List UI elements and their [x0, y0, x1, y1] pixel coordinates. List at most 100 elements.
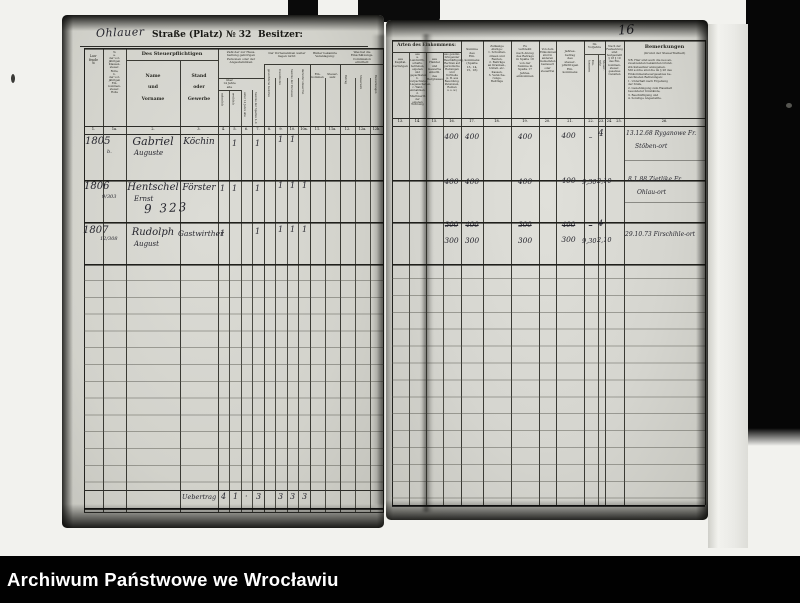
colnum: 13.: [397, 119, 404, 123]
colnum: 14.: [414, 119, 421, 123]
tally-mark: 1: [255, 184, 261, 193]
remarks-subtitle: (Grund der Steuerfreiheit): [643, 51, 686, 55]
col18-header: Zulässige Abzüge: 1. Schulden- zinsen un…: [487, 44, 507, 84]
col17-header: Summe des Ein- kommens (Spalte 13, 14, 1…: [464, 47, 480, 73]
remaining-income: 300: [517, 236, 533, 245]
page-fore-edge: [708, 24, 748, 548]
income-value: 400: [444, 177, 459, 186]
colnum: 10a.: [300, 127, 308, 131]
col23-header: Steuer- satz: [598, 60, 606, 71]
col13-header: aus Kapital- vermögen: [393, 57, 408, 68]
colnum: 10.: [289, 127, 296, 131]
colnum: 12a.: [358, 127, 367, 131]
col9-header: Dienstboten: [278, 69, 282, 85]
col6-header: unter 14 Jahre alte: [243, 92, 247, 117]
colnum: 5.: [233, 127, 237, 131]
summary-value: 3: [290, 492, 296, 501]
remark-line2: Ohlau-ort: [637, 189, 667, 196]
archive-name-label: Archiwum Państwowe we Wrocławiu: [7, 569, 339, 590]
income-sum: 400: [464, 132, 480, 141]
over14-header: über 14 Jahre alte: [223, 78, 236, 89]
prior-year-income: 9,30: [582, 237, 597, 245]
income-value-struck: 300: [444, 221, 459, 229]
colnum: 23.: [598, 119, 605, 123]
persons-group-header: Zahl der zur Haus- haltung gehörigen Per…: [226, 50, 256, 65]
street-label: Straße (Platz) № 32: [152, 30, 252, 40]
col8-header: gewerbliche Gehilfen: [267, 69, 271, 98]
prior-year-rate-struck: 4: [598, 219, 604, 228]
remaining-income: 400: [517, 132, 533, 141]
income-value: 400: [444, 132, 459, 141]
income-value: 300: [444, 236, 459, 245]
tally-mark: 1: [278, 135, 284, 144]
taxpayer-name: Gabriel: [132, 135, 174, 148]
colnum: 12.: [344, 127, 351, 131]
tally-mark: 1: [290, 135, 296, 144]
col14-header: aus a. Landwirth- schafts- betrieben, ei…: [410, 53, 431, 107]
remark-line2: Stöben-ort: [635, 143, 668, 150]
prior-year-income: 9,30: [582, 178, 597, 186]
summary-value: ·: [245, 492, 248, 501]
colnum: 19.: [522, 119, 528, 123]
summary-value: 3: [302, 492, 308, 501]
col10a-header: darunter steuerfrei: [301, 69, 305, 95]
colnum: 15.: [431, 119, 438, 123]
group11-header: Bisher bekannte Veranlagung:: [312, 51, 338, 59]
col12a-header: Steuersatz: [359, 75, 363, 90]
row-number-sub: 12/308: [100, 236, 118, 242]
colnum: 11.: [314, 127, 321, 131]
col16-header: aus gewinn- bringender Beschäftigung, Re…: [444, 53, 464, 92]
colnum: 26.: [661, 119, 668, 123]
colnum: 4.: [221, 127, 226, 131]
summary-value: 1: [233, 492, 239, 501]
col11a-header: Steuer- satz: [327, 72, 338, 80]
taxpayer-forename: Auguste: [134, 149, 164, 157]
taxpayer-stand: Gastwirther: [178, 229, 224, 238]
remarks-title: Bemerkungen: [644, 44, 685, 50]
prior-year-income-struck: –: [588, 221, 593, 229]
vorjahr-group-header: Im Vorjahre: [588, 42, 601, 50]
taxpayer-name: Hentschel: [127, 182, 179, 193]
col5-header: weiblich: [231, 93, 236, 105]
col12b-header: Bemerkungen: [374, 75, 378, 94]
scan-speck: [786, 103, 792, 108]
tally-mark: 1: [255, 139, 261, 148]
col-roll-header: № a. der vor- jährigen Klassen- steuer- …: [108, 50, 121, 95]
scan-speck: [11, 74, 15, 83]
col22-header: Ein- kommen: [587, 60, 595, 73]
prior-year-income: –: [588, 132, 593, 141]
colnum: 16.: [449, 119, 455, 123]
colnum: 20.: [544, 119, 551, 123]
colnum: 25.: [616, 119, 622, 123]
remark-line1: 29.10.73 Firschihle-ort: [625, 231, 696, 238]
col20-header: Von dem Einkommen sind in anderen Gemein…: [540, 47, 557, 73]
summary-value: 3: [256, 492, 262, 501]
prior-year-rate: 2,10: [597, 236, 612, 244]
archive-caption-bar: Archiwum Państwowe we Wrocławiu: [0, 556, 800, 603]
register-left-page: Ohlauer Straße (Platz) № 32 Besitzer: La…: [62, 15, 384, 528]
col-stand-header: Stand oder Gewerbe: [187, 74, 211, 102]
row-number-sub: b.: [107, 149, 112, 155]
colnum: 1.: [91, 127, 96, 131]
taxable-amount: 400: [561, 131, 576, 140]
remark-line1: 13.12.68 Ryganowe Fr.: [626, 130, 697, 137]
remark-line1: 8.1.88 Zietlike Fr.: [628, 176, 683, 183]
colnum: 22.: [588, 119, 594, 123]
colnum: 9.: [279, 127, 283, 131]
remaining-income-struck: 300: [518, 221, 532, 229]
remarks-notes: NB. Hier sind auch die neu an- zusetzend…: [628, 58, 673, 101]
tally-mark: 1: [220, 184, 226, 193]
col12-header: Betrag: [344, 75, 348, 84]
colnum: 2.: [151, 127, 155, 131]
tally-mark: 1: [232, 184, 238, 193]
taxpayer-stand: Köchin: [183, 137, 215, 147]
income-types-group-header: Arten des Einkommens:: [397, 43, 456, 48]
col4-header: männlich: [220, 93, 225, 107]
row-number: 1806: [84, 181, 110, 192]
colnum: 1a.: [111, 127, 118, 131]
colnum: 8.: [267, 127, 272, 131]
remaining-income: 400: [517, 177, 533, 186]
tally-mark: 1: [290, 225, 296, 234]
income-sum: 300: [464, 236, 480, 245]
